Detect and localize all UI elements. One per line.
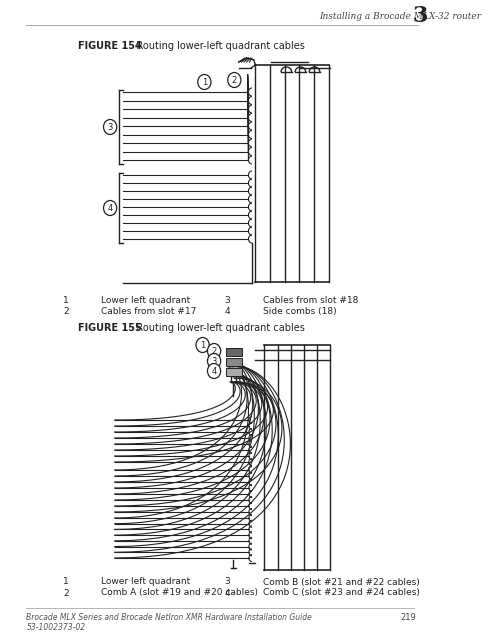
Text: 4: 4 (225, 307, 230, 316)
Circle shape (207, 344, 221, 358)
Text: Comb C (slot #23 and #24 cables): Comb C (slot #23 and #24 cables) (262, 589, 419, 598)
Circle shape (103, 200, 117, 216)
Circle shape (196, 337, 209, 353)
Text: Brocade MLX Series and Brocade NetIron XMR Hardware Installation Guide: Brocade MLX Series and Brocade NetIron X… (26, 612, 312, 621)
Text: 4: 4 (211, 367, 217, 376)
Bar (226, 358, 242, 366)
Bar (226, 348, 242, 356)
Text: 3: 3 (225, 296, 230, 305)
Circle shape (228, 72, 241, 88)
Text: 4: 4 (107, 204, 113, 212)
Text: 2: 2 (232, 76, 237, 84)
Text: Comb A (slot #19 and #20 cables): Comb A (slot #19 and #20 cables) (101, 589, 258, 598)
Circle shape (207, 353, 221, 369)
Text: 3: 3 (413, 5, 428, 27)
Text: 2: 2 (211, 346, 217, 355)
Text: FIGURE 155: FIGURE 155 (78, 323, 141, 333)
Circle shape (103, 120, 117, 134)
Text: 4: 4 (225, 589, 230, 598)
Text: Side combs (18): Side combs (18) (262, 307, 336, 316)
Text: Cables from slot #18: Cables from slot #18 (262, 296, 358, 305)
Text: 3: 3 (211, 356, 217, 365)
Text: 3: 3 (107, 122, 113, 131)
Text: Lower left quadrant: Lower left quadrant (101, 577, 191, 586)
Circle shape (198, 74, 211, 90)
Text: 3: 3 (225, 577, 230, 586)
Text: Cables from slot #17: Cables from slot #17 (101, 307, 197, 316)
Text: Routing lower-left quadrant cables: Routing lower-left quadrant cables (127, 41, 305, 51)
Text: Lower left quadrant: Lower left quadrant (101, 296, 191, 305)
Bar (226, 368, 242, 376)
Text: 53-1002373-02: 53-1002373-02 (26, 623, 86, 632)
Text: 2: 2 (63, 589, 69, 598)
Text: 1: 1 (202, 77, 207, 86)
Text: Installing a Brocade MLX-32 router: Installing a Brocade MLX-32 router (319, 12, 481, 20)
Text: 1: 1 (63, 296, 69, 305)
Text: Routing lower-left quadrant cables: Routing lower-left quadrant cables (127, 323, 305, 333)
Text: 219: 219 (400, 612, 416, 621)
Text: 2: 2 (63, 307, 69, 316)
Text: 1: 1 (200, 340, 205, 349)
Circle shape (207, 364, 221, 378)
Text: 1: 1 (63, 577, 69, 586)
Text: Comb B (slot #21 and #22 cables): Comb B (slot #21 and #22 cables) (262, 577, 419, 586)
Text: FIGURE 154: FIGURE 154 (78, 41, 141, 51)
